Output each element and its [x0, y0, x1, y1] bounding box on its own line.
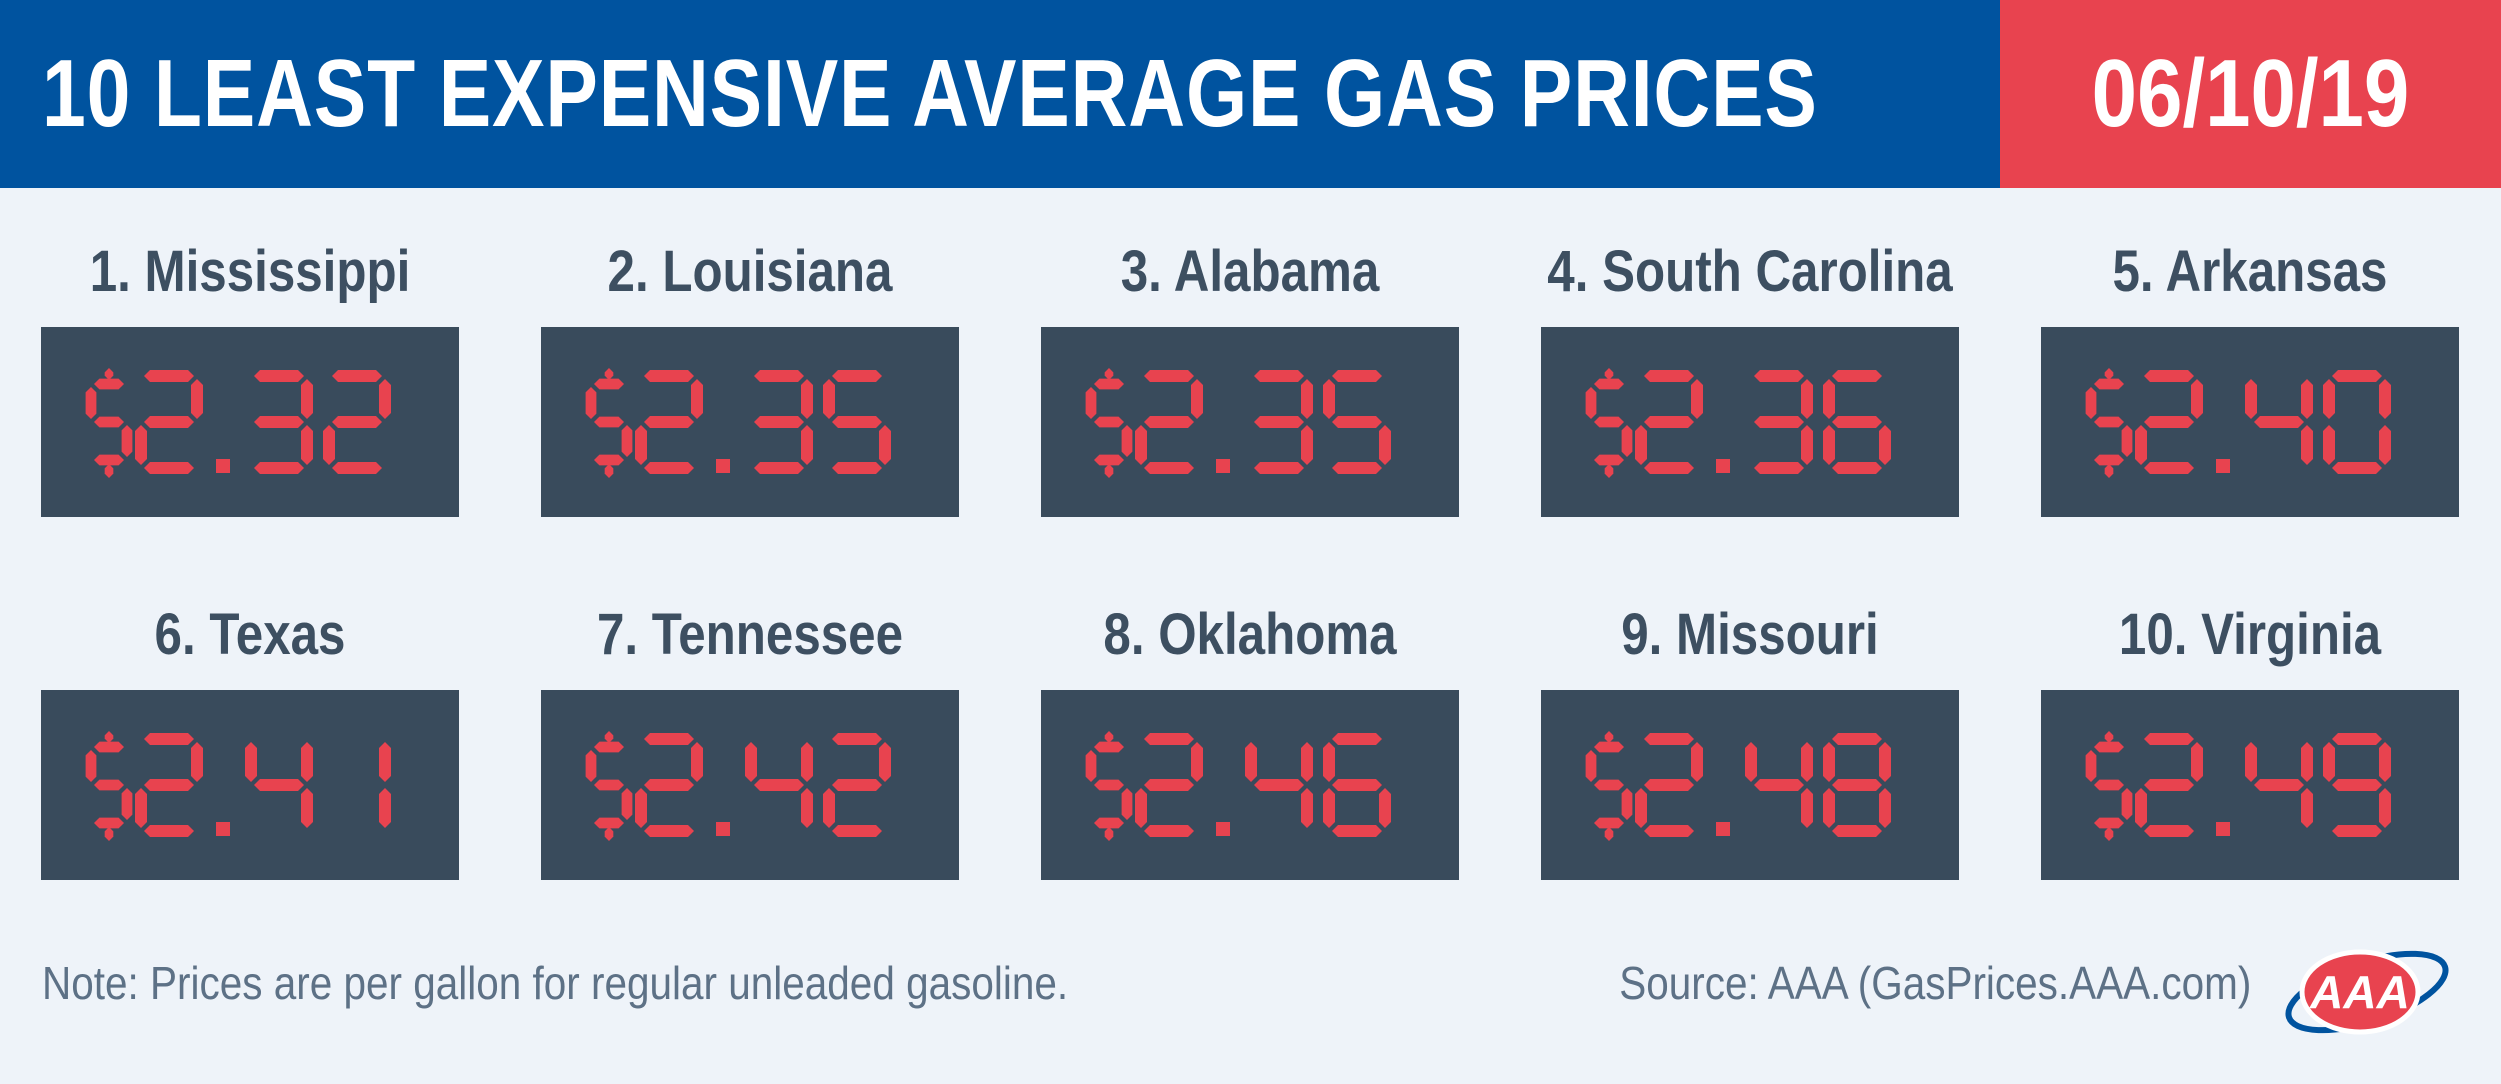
price-display — [41, 327, 459, 517]
price-digits — [1585, 731, 1891, 841]
date-label: 06/10/19 — [2091, 40, 2410, 147]
title-bar: 10 LEAST EXPENSIVE AVERAGE GAS PRICES — [0, 0, 2000, 188]
price-display — [1041, 690, 1459, 880]
state-label: 4. South Carolina — [1547, 239, 1953, 304]
state-label: 1. Mississippi — [89, 239, 411, 304]
price-display — [1041, 327, 1459, 517]
price-display — [2041, 690, 2459, 880]
price-display — [541, 327, 959, 517]
price-digits — [1085, 731, 1391, 841]
price-display — [41, 690, 459, 880]
state-label: 8. Oklahoma — [1103, 602, 1397, 667]
state-label: 5. Arkansas — [2112, 239, 2388, 304]
price-digits — [1085, 368, 1391, 478]
page-title: 10 LEAST EXPENSIVE AVERAGE GAS PRICES — [42, 40, 1818, 147]
date-bar: 06/10/19 — [2000, 0, 2501, 188]
state-label: 9. Missouri — [1621, 602, 1879, 667]
state-label: 2. Louisiana — [607, 239, 893, 304]
state-label: 10. Virginia — [2118, 602, 2382, 667]
price-digits — [85, 731, 391, 841]
aaa-logo-icon: AAA — [2285, 949, 2449, 1035]
price-display — [2041, 327, 2459, 517]
header: 10 LEAST EXPENSIVE AVERAGE GAS PRICES 06… — [0, 0, 2501, 188]
state-label: 6. Texas — [154, 602, 346, 667]
price-digits — [2085, 731, 2391, 841]
price-digits — [585, 368, 891, 478]
price-digits — [585, 731, 891, 841]
price-digits — [2085, 368, 2391, 478]
state-label: 7. Tennessee — [596, 602, 903, 667]
price-digits — [1585, 368, 1891, 478]
price-display — [541, 690, 959, 880]
price-digits — [85, 368, 391, 478]
footer-source: Source: AAA (GasPrices.AAA.com) — [1618, 957, 2251, 1009]
price-display — [1541, 690, 1959, 880]
price-display — [1541, 327, 1959, 517]
footer-note: Note: Prices are per gallon for regular … — [42, 957, 1069, 1009]
state-label: 3. Alabama — [1120, 239, 1380, 304]
logo-text: AAA — [2309, 966, 2410, 1018]
